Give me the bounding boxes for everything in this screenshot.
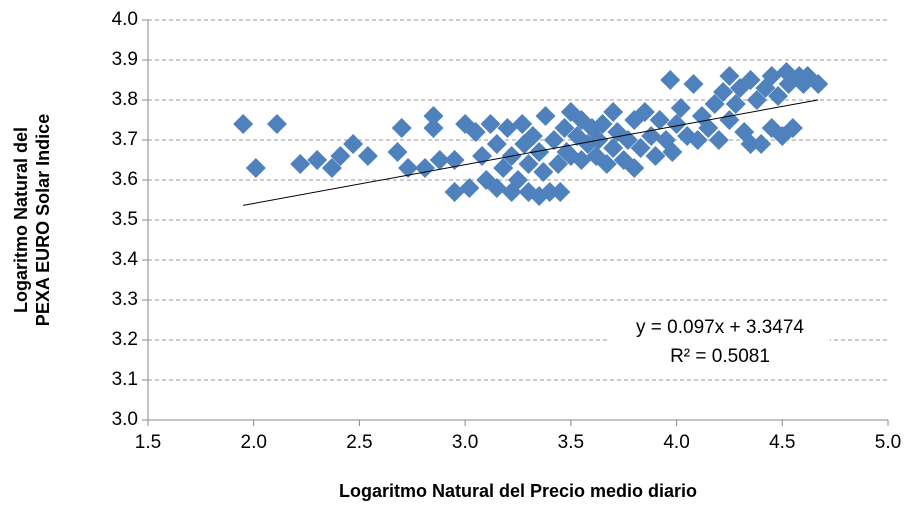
point xyxy=(486,134,507,154)
x-tick-label: 5.0 xyxy=(875,432,901,453)
point xyxy=(444,182,465,202)
point xyxy=(330,146,351,166)
point xyxy=(508,170,528,190)
point xyxy=(740,134,761,154)
point xyxy=(746,90,767,110)
point xyxy=(596,154,617,174)
y-tick-label: 3.1 xyxy=(112,369,138,390)
point xyxy=(725,94,746,114)
point xyxy=(266,114,287,134)
y-tick-label: 3.9 xyxy=(112,49,138,70)
point xyxy=(630,138,651,158)
point xyxy=(497,118,518,138)
point xyxy=(751,134,772,154)
point xyxy=(683,74,704,94)
point xyxy=(459,178,480,198)
point xyxy=(740,70,761,90)
point xyxy=(704,94,725,114)
x-tick-label: 2.5 xyxy=(346,432,372,453)
annotation-bg xyxy=(610,312,830,372)
point xyxy=(645,146,666,166)
point xyxy=(387,142,408,162)
point xyxy=(649,110,670,130)
point xyxy=(698,118,719,138)
trendline xyxy=(243,99,819,206)
y-tick-label: 3.3 xyxy=(112,289,138,310)
point xyxy=(603,138,624,158)
point xyxy=(761,66,782,86)
point xyxy=(603,102,624,122)
x-tick-label: 3.0 xyxy=(452,432,478,453)
x-tick-label: 3.5 xyxy=(558,432,584,453)
point xyxy=(465,122,486,142)
y-tick-label: 4.0 xyxy=(112,9,138,30)
point xyxy=(343,134,364,154)
point xyxy=(662,142,683,162)
point xyxy=(480,114,501,134)
point xyxy=(522,126,543,146)
point xyxy=(533,162,554,182)
y-tick-label: 3.6 xyxy=(112,169,138,190)
x-tick-label: 4.0 xyxy=(663,432,689,453)
point xyxy=(529,142,550,162)
point xyxy=(501,182,522,202)
point xyxy=(548,154,569,174)
point xyxy=(290,154,311,174)
y-tick-label: 3.2 xyxy=(112,329,138,350)
point xyxy=(708,130,729,150)
trend-r-squared: R² = 0.5081 xyxy=(670,346,770,367)
point xyxy=(539,182,560,202)
y-axis-title-line: Logaritmo Natural del xyxy=(11,127,31,313)
point xyxy=(666,114,687,134)
point xyxy=(423,118,444,138)
point xyxy=(550,182,571,202)
point xyxy=(660,70,681,90)
point xyxy=(687,130,708,150)
y-tick-label: 3.5 xyxy=(112,209,138,230)
x-tick-label: 4.5 xyxy=(769,432,795,453)
point xyxy=(719,66,740,86)
point xyxy=(391,118,412,138)
x-tick-label: 2.0 xyxy=(241,432,267,453)
point xyxy=(713,82,734,102)
point xyxy=(423,106,444,126)
point xyxy=(571,150,592,170)
point xyxy=(554,118,575,138)
point xyxy=(535,106,556,126)
x-axis-title: Logaritmo Natural del Precio medio diari… xyxy=(339,481,697,501)
point xyxy=(245,158,266,178)
point xyxy=(634,102,655,122)
point xyxy=(486,178,507,198)
point xyxy=(670,98,691,118)
y-tick-label: 3.8 xyxy=(112,89,138,110)
x-tick-label: 1.5 xyxy=(135,432,161,453)
trend-equation: y = 0.097x + 3.3474 xyxy=(636,317,804,338)
point xyxy=(357,146,378,166)
point xyxy=(321,158,342,178)
point xyxy=(398,158,419,178)
y-tick-label: 3.4 xyxy=(112,249,139,270)
point xyxy=(307,150,328,170)
point xyxy=(512,114,533,134)
point xyxy=(592,114,613,134)
point xyxy=(518,154,539,174)
point xyxy=(782,118,803,138)
y-axis-title: Logaritmo Natural del PEXA EURO Solar In… xyxy=(11,114,53,326)
point xyxy=(493,158,514,178)
point xyxy=(617,130,638,150)
point xyxy=(768,86,789,106)
point xyxy=(624,158,645,178)
y-axis-title-line: PEXA EURO Solar Indice xyxy=(33,114,53,326)
point xyxy=(543,130,564,150)
point xyxy=(808,74,829,94)
y-tick-label: 3.0 xyxy=(112,409,138,430)
point xyxy=(429,150,450,170)
point xyxy=(233,114,254,134)
plot: 3.0 3.1 3.2 3.3 3.4 3.5 3.6 3.7 3.8 3.9 4.0 1.5 2.0 2… xyxy=(112,9,902,453)
y-tick-label: 3.7 xyxy=(112,129,138,150)
point xyxy=(444,150,465,170)
